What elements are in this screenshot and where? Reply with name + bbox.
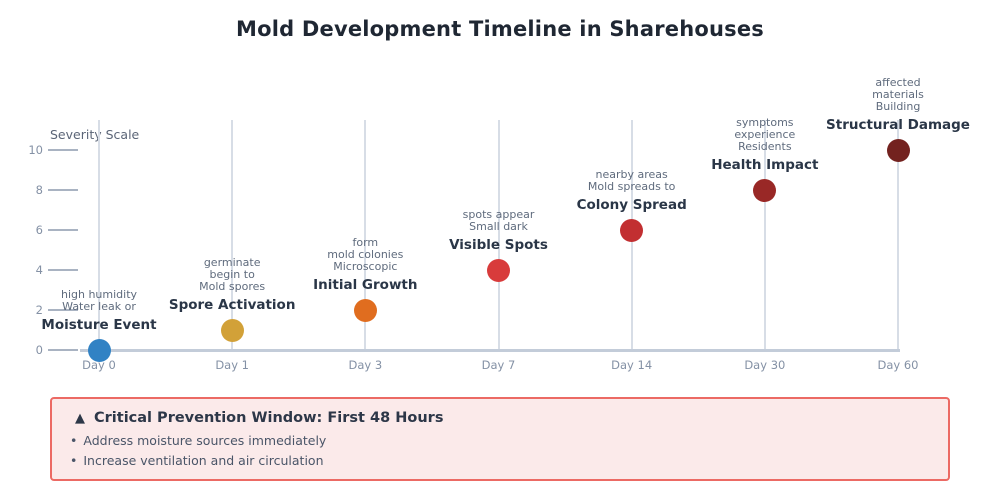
event-description-line: symptoms <box>736 116 794 129</box>
note-item: • Address moisture sources immediately <box>70 431 948 451</box>
warning-triangle-icon: ▲ <box>75 411 85 426</box>
x-tick-label: Day 1 <box>215 358 249 372</box>
x-tick-label: Day 30 <box>744 358 786 372</box>
event-description: affected materials Building <box>798 77 998 113</box>
event-marker <box>886 138 910 162</box>
y-tick-mark <box>48 189 78 191</box>
event-marker <box>87 338 111 362</box>
event-description: form mold colonies Microscopic <box>265 237 465 273</box>
event-marker <box>487 258 510 282</box>
category-gridline <box>364 120 367 350</box>
category-gridline <box>98 120 100 350</box>
event-title: Visible Spots <box>449 237 548 253</box>
category-gridline <box>897 120 899 350</box>
event-marker <box>353 298 377 322</box>
note-title-row: ▲ Critical Prevention Window: First 48 Ho… <box>75 409 948 427</box>
x-tick-label: Day 7 <box>481 358 516 372</box>
event-description-line: affected <box>875 76 921 89</box>
event-description-line: spots appear <box>462 208 535 221</box>
event-description-line: begin to <box>209 268 255 281</box>
note-item-text: Increase ventilation and air circulation <box>83 453 324 468</box>
y-tick-label: 6 <box>35 223 43 237</box>
x-tick-label: Day 0 <box>82 358 116 372</box>
y-tick-label: 8 <box>35 183 43 197</box>
event-description-line: Mold spores <box>199 280 266 293</box>
event-description-line: germinate <box>203 256 261 269</box>
note-item-list: • Address moisture sources immediately • I… <box>70 431 948 471</box>
category-gridline <box>231 120 234 350</box>
x-tick-label: Day 3 <box>348 358 383 372</box>
bullet-glyph: • <box>70 453 78 468</box>
y-tick-label: 0 <box>35 343 43 357</box>
event-description-line: form <box>352 236 379 249</box>
note-item: • Increase ventilation and air circulatio… <box>70 451 948 471</box>
event-marker <box>620 218 644 242</box>
event-title: Colony Spread <box>576 197 687 213</box>
event-description-line: Microscopic <box>333 260 398 273</box>
prevention-note-box: ▲ Critical Prevention Window: First 48 Ho… <box>50 397 950 481</box>
event-title: Structural Damage <box>826 117 970 133</box>
event-description-line: nearby areas <box>595 168 668 181</box>
event-title: Health Impact <box>711 157 819 173</box>
event-title: Spore Activation <box>168 297 296 313</box>
event-description-line: Small dark <box>469 220 528 233</box>
event-description: spots appear Small dark <box>399 209 599 233</box>
category-gridline <box>497 120 500 350</box>
x-tick-label: Day 14 <box>611 358 653 372</box>
event-marker <box>753 178 777 202</box>
y-axis-label: Severity Scale <box>50 127 140 142</box>
event-description: germinate begin to Mold spores <box>132 257 332 293</box>
event-marker <box>220 318 244 342</box>
y-tick-mark <box>48 309 78 311</box>
event-title: Moisture Event <box>41 317 157 333</box>
chart-title: Mold Development Timeline in Sharehouses <box>236 17 764 41</box>
event-description-line: high humidity <box>60 288 138 301</box>
y-tick-mark <box>48 269 78 271</box>
event-description-line: Residents <box>738 140 792 153</box>
event-description-line: mold colonies <box>327 248 404 261</box>
event-description-line: materials <box>872 88 924 101</box>
event-description: nearby areas Mold spreads to <box>532 169 732 193</box>
y-tick-label: 10 <box>28 143 43 157</box>
y-tick-mark <box>48 229 78 231</box>
y-tick-mark <box>48 349 78 351</box>
event-description-line: Building <box>875 100 921 113</box>
event-title: Initial Growth <box>313 277 418 293</box>
x-tick-label: Day 60 <box>877 358 919 372</box>
event-description-line: Water leak or <box>62 300 136 313</box>
event-description: high humidity Water leak or <box>0 289 199 313</box>
y-tick-label: 4 <box>35 263 43 277</box>
event-description-line: experience <box>734 128 796 141</box>
x-axis-line <box>80 348 900 352</box>
event-description: symptoms experience Residents <box>665 117 865 153</box>
note-item-text: Address moisture sources immediately <box>83 433 327 448</box>
category-gridline <box>763 120 766 350</box>
y-tick-mark <box>48 149 78 151</box>
event-description-line: Mold spreads to <box>587 180 676 193</box>
note-title: Critical Prevention Window: First 48 Hou… <box>94 410 444 426</box>
bullet-glyph: • <box>70 433 78 448</box>
y-tick-label: 2 <box>35 303 43 317</box>
